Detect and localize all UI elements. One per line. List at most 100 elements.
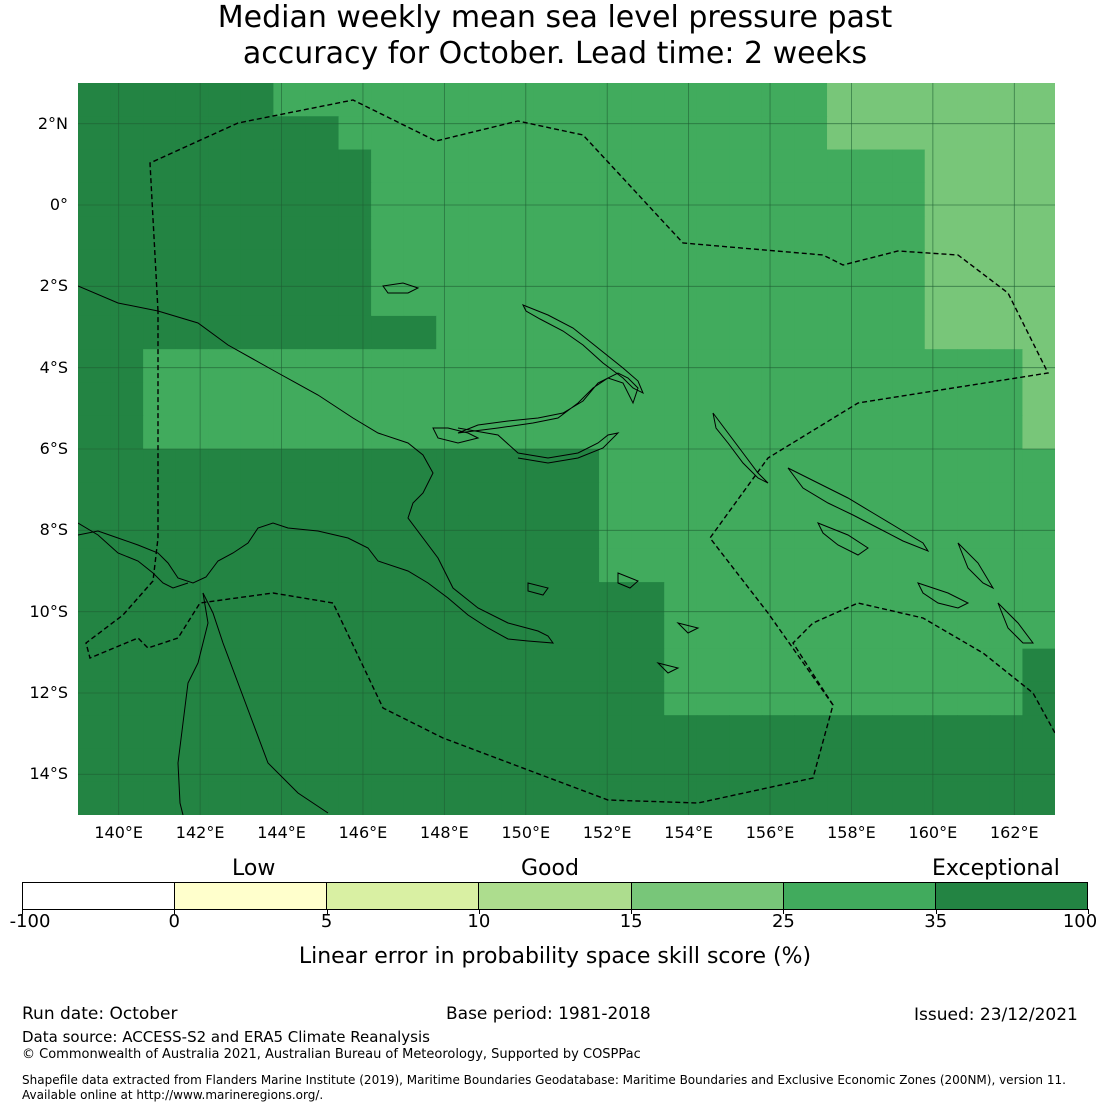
- skill-cell: [696, 249, 730, 284]
- coast-solomons-5: [997, 602, 1034, 644]
- skill-cell: [338, 748, 372, 783]
- skill-cell: [533, 548, 568, 583]
- skill-cell: [175, 681, 209, 716]
- skill-cell: [110, 748, 144, 783]
- legend-category-exceptional: Exceptional: [932, 856, 1060, 881]
- skill-cell: [761, 349, 796, 384]
- skill-cell: [273, 681, 307, 716]
- skill-cell: [273, 515, 307, 550]
- skill-cell: [208, 249, 242, 284]
- skill-cell: [599, 249, 633, 284]
- longitude-label: 142°E: [175, 823, 225, 842]
- skill-cell: [338, 149, 372, 184]
- skill-cell: [827, 615, 861, 650]
- skill-cell: [305, 748, 340, 783]
- skill-cell: [403, 715, 437, 750]
- skill-cell: [143, 681, 177, 716]
- longitude-label: 152°E: [582, 823, 632, 842]
- skill-cell: [989, 149, 1024, 184]
- skill-cell: [696, 781, 730, 815]
- skill-cell: [501, 615, 535, 650]
- skill-cell: [175, 748, 209, 783]
- skill-cell: [533, 515, 568, 550]
- skill-cell: [110, 582, 144, 616]
- skill-cell: [729, 648, 763, 683]
- skill-cell: [631, 149, 665, 184]
- skill-cell: [338, 681, 372, 716]
- skill-cell: [794, 482, 828, 517]
- skill-cell: [664, 449, 698, 483]
- skill-cell: [729, 748, 763, 783]
- skill-cell: [599, 182, 633, 217]
- skill-cell: [924, 582, 958, 616]
- skill-cell: [664, 282, 698, 317]
- skill-cell: [631, 781, 665, 815]
- skill-cell: [403, 648, 437, 683]
- skill-cell: [761, 315, 796, 350]
- skill-cell: [696, 149, 730, 184]
- skill-cell: [501, 149, 535, 184]
- skill-cell: [305, 282, 340, 317]
- skill-cell: [110, 149, 144, 184]
- skill-cell: [924, 282, 958, 317]
- skill-cell: [436, 116, 470, 151]
- skill-cell: [501, 582, 535, 616]
- skill-cell: [403, 116, 437, 151]
- skill-cell: [305, 548, 340, 583]
- skill-cell: [794, 748, 828, 783]
- skill-cell: [305, 116, 340, 151]
- skill-cell: [78, 715, 112, 750]
- skill-cell: [305, 149, 340, 184]
- longitude-label: 156°E: [745, 823, 795, 842]
- skill-cell: [468, 449, 502, 483]
- skill-cell: [175, 482, 209, 517]
- skill-cell: [403, 182, 437, 217]
- skill-cell: [338, 315, 372, 350]
- skill-cell: [566, 715, 600, 750]
- skill-cell: [273, 582, 307, 616]
- skill-cell: [924, 349, 958, 384]
- skill-cell: [729, 249, 763, 284]
- skill-cell: [859, 149, 893, 184]
- skill-cell: [110, 349, 144, 384]
- skill-cell: [208, 216, 242, 250]
- skill-cell: [794, 382, 828, 417]
- skill-cell: [240, 349, 274, 384]
- skill-cell: [143, 515, 177, 550]
- skill-cell: [827, 182, 861, 217]
- skill-cell: [1022, 781, 1055, 815]
- colorbar-segment: [631, 883, 784, 909]
- skill-cell: [208, 648, 242, 683]
- skill-cell: [794, 449, 828, 483]
- skill-cell: [599, 315, 633, 350]
- skill-cell: [240, 149, 274, 184]
- skill-cell: [957, 415, 991, 450]
- skill-cell: [273, 116, 307, 151]
- skill-cell: [436, 216, 470, 250]
- skill-cell: [468, 116, 502, 151]
- skill-cell: [143, 449, 177, 483]
- skill-cell: [957, 582, 991, 616]
- colorbar: [22, 882, 1088, 910]
- skill-cell: [371, 781, 405, 815]
- skill-cell: [273, 182, 307, 217]
- copyright: © Commonwealth of Australia 2021, Austra…: [22, 1047, 641, 1062]
- skill-cell: [729, 715, 763, 750]
- skill-cell: [957, 615, 991, 650]
- skill-cell: [468, 715, 502, 750]
- longitude-label: 158°E: [827, 823, 876, 842]
- skill-cell: [599, 715, 633, 750]
- skill-cell: [240, 83, 274, 117]
- skill-cell: [859, 315, 893, 350]
- skill-cell: [403, 349, 437, 384]
- longitude-label: 162°E: [989, 823, 1039, 842]
- skill-cell: [827, 116, 861, 151]
- skill-cell: [468, 182, 502, 217]
- skill-cell: [468, 382, 502, 417]
- skill-cell: [989, 449, 1024, 483]
- skill-cell: [566, 282, 600, 317]
- skill-cell: [110, 615, 144, 650]
- skill-cell: [631, 182, 665, 217]
- skill-cell: [892, 83, 926, 117]
- skill-cell: [371, 681, 405, 716]
